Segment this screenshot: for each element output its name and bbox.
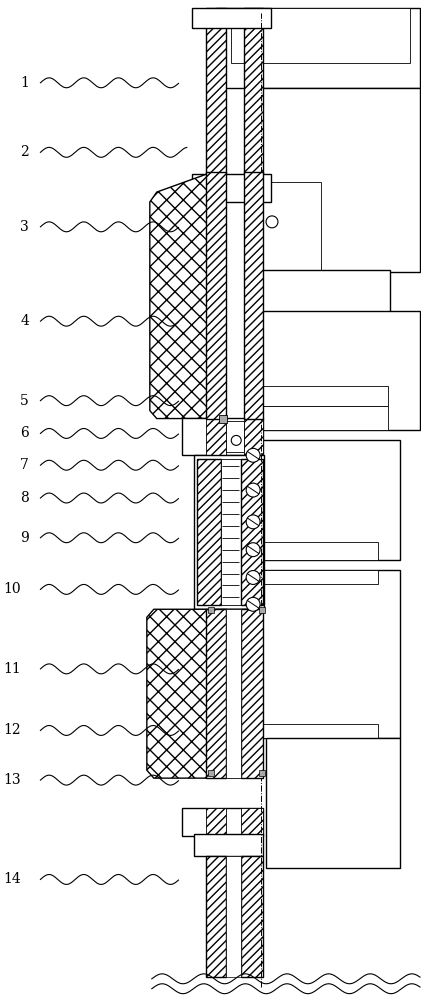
Text: 4: 4	[20, 314, 29, 328]
Text: 6: 6	[20, 426, 29, 440]
Bar	[216, 8, 420, 88]
Bar	[241, 609, 263, 778]
Polygon shape	[147, 609, 263, 778]
Bar	[241, 856, 263, 977]
Text: 7: 7	[20, 458, 29, 472]
Bar	[208, 770, 214, 776]
Bar	[259, 440, 400, 560]
Bar	[259, 270, 390, 313]
Text: 9: 9	[20, 531, 29, 545]
Bar	[194, 455, 264, 609]
Circle shape	[246, 571, 260, 584]
Bar	[241, 459, 263, 605]
Bar	[206, 418, 226, 455]
Bar	[259, 770, 265, 776]
Bar	[206, 808, 226, 836]
Bar	[206, 174, 226, 202]
Bar	[221, 459, 241, 605]
Bar	[226, 421, 244, 452]
Bar	[259, 182, 321, 272]
Bar	[244, 8, 263, 177]
Bar	[208, 607, 214, 613]
Bar	[219, 415, 227, 423]
Bar	[259, 724, 378, 738]
Polygon shape	[150, 174, 226, 419]
Text: 1: 1	[20, 76, 29, 90]
Circle shape	[246, 483, 260, 497]
Bar	[241, 808, 263, 836]
Text: 2: 2	[20, 145, 29, 159]
Circle shape	[231, 435, 241, 445]
Bar	[231, 8, 410, 63]
Bar	[206, 172, 226, 419]
Bar	[259, 386, 388, 406]
Bar	[259, 570, 378, 584]
Bar	[266, 738, 400, 868]
Bar	[206, 856, 226, 977]
Circle shape	[266, 216, 278, 228]
Text: 8: 8	[20, 491, 29, 505]
Bar	[226, 856, 241, 977]
Bar	[206, 609, 226, 778]
Circle shape	[246, 448, 260, 462]
Bar	[259, 570, 400, 738]
Bar	[244, 418, 263, 455]
Text: 13: 13	[3, 773, 21, 787]
Bar	[244, 174, 263, 202]
Bar	[206, 8, 226, 177]
Bar	[194, 834, 263, 856]
Bar	[259, 311, 420, 430]
Circle shape	[246, 515, 260, 529]
Text: 10: 10	[3, 582, 21, 596]
Text: 12: 12	[3, 723, 21, 737]
Bar	[259, 88, 420, 272]
Bar	[181, 418, 263, 455]
Bar	[259, 607, 265, 613]
Circle shape	[246, 597, 260, 611]
Bar	[192, 174, 271, 202]
Text: 14: 14	[3, 872, 21, 886]
Bar	[259, 406, 388, 430]
Bar	[181, 808, 263, 836]
Bar	[226, 609, 241, 778]
Circle shape	[246, 543, 260, 557]
Text: 11: 11	[3, 662, 21, 676]
Bar	[244, 172, 263, 419]
Bar	[259, 542, 378, 560]
Bar	[192, 8, 271, 28]
Bar	[197, 459, 221, 605]
Text: 5: 5	[20, 394, 29, 408]
Text: 3: 3	[20, 220, 29, 234]
